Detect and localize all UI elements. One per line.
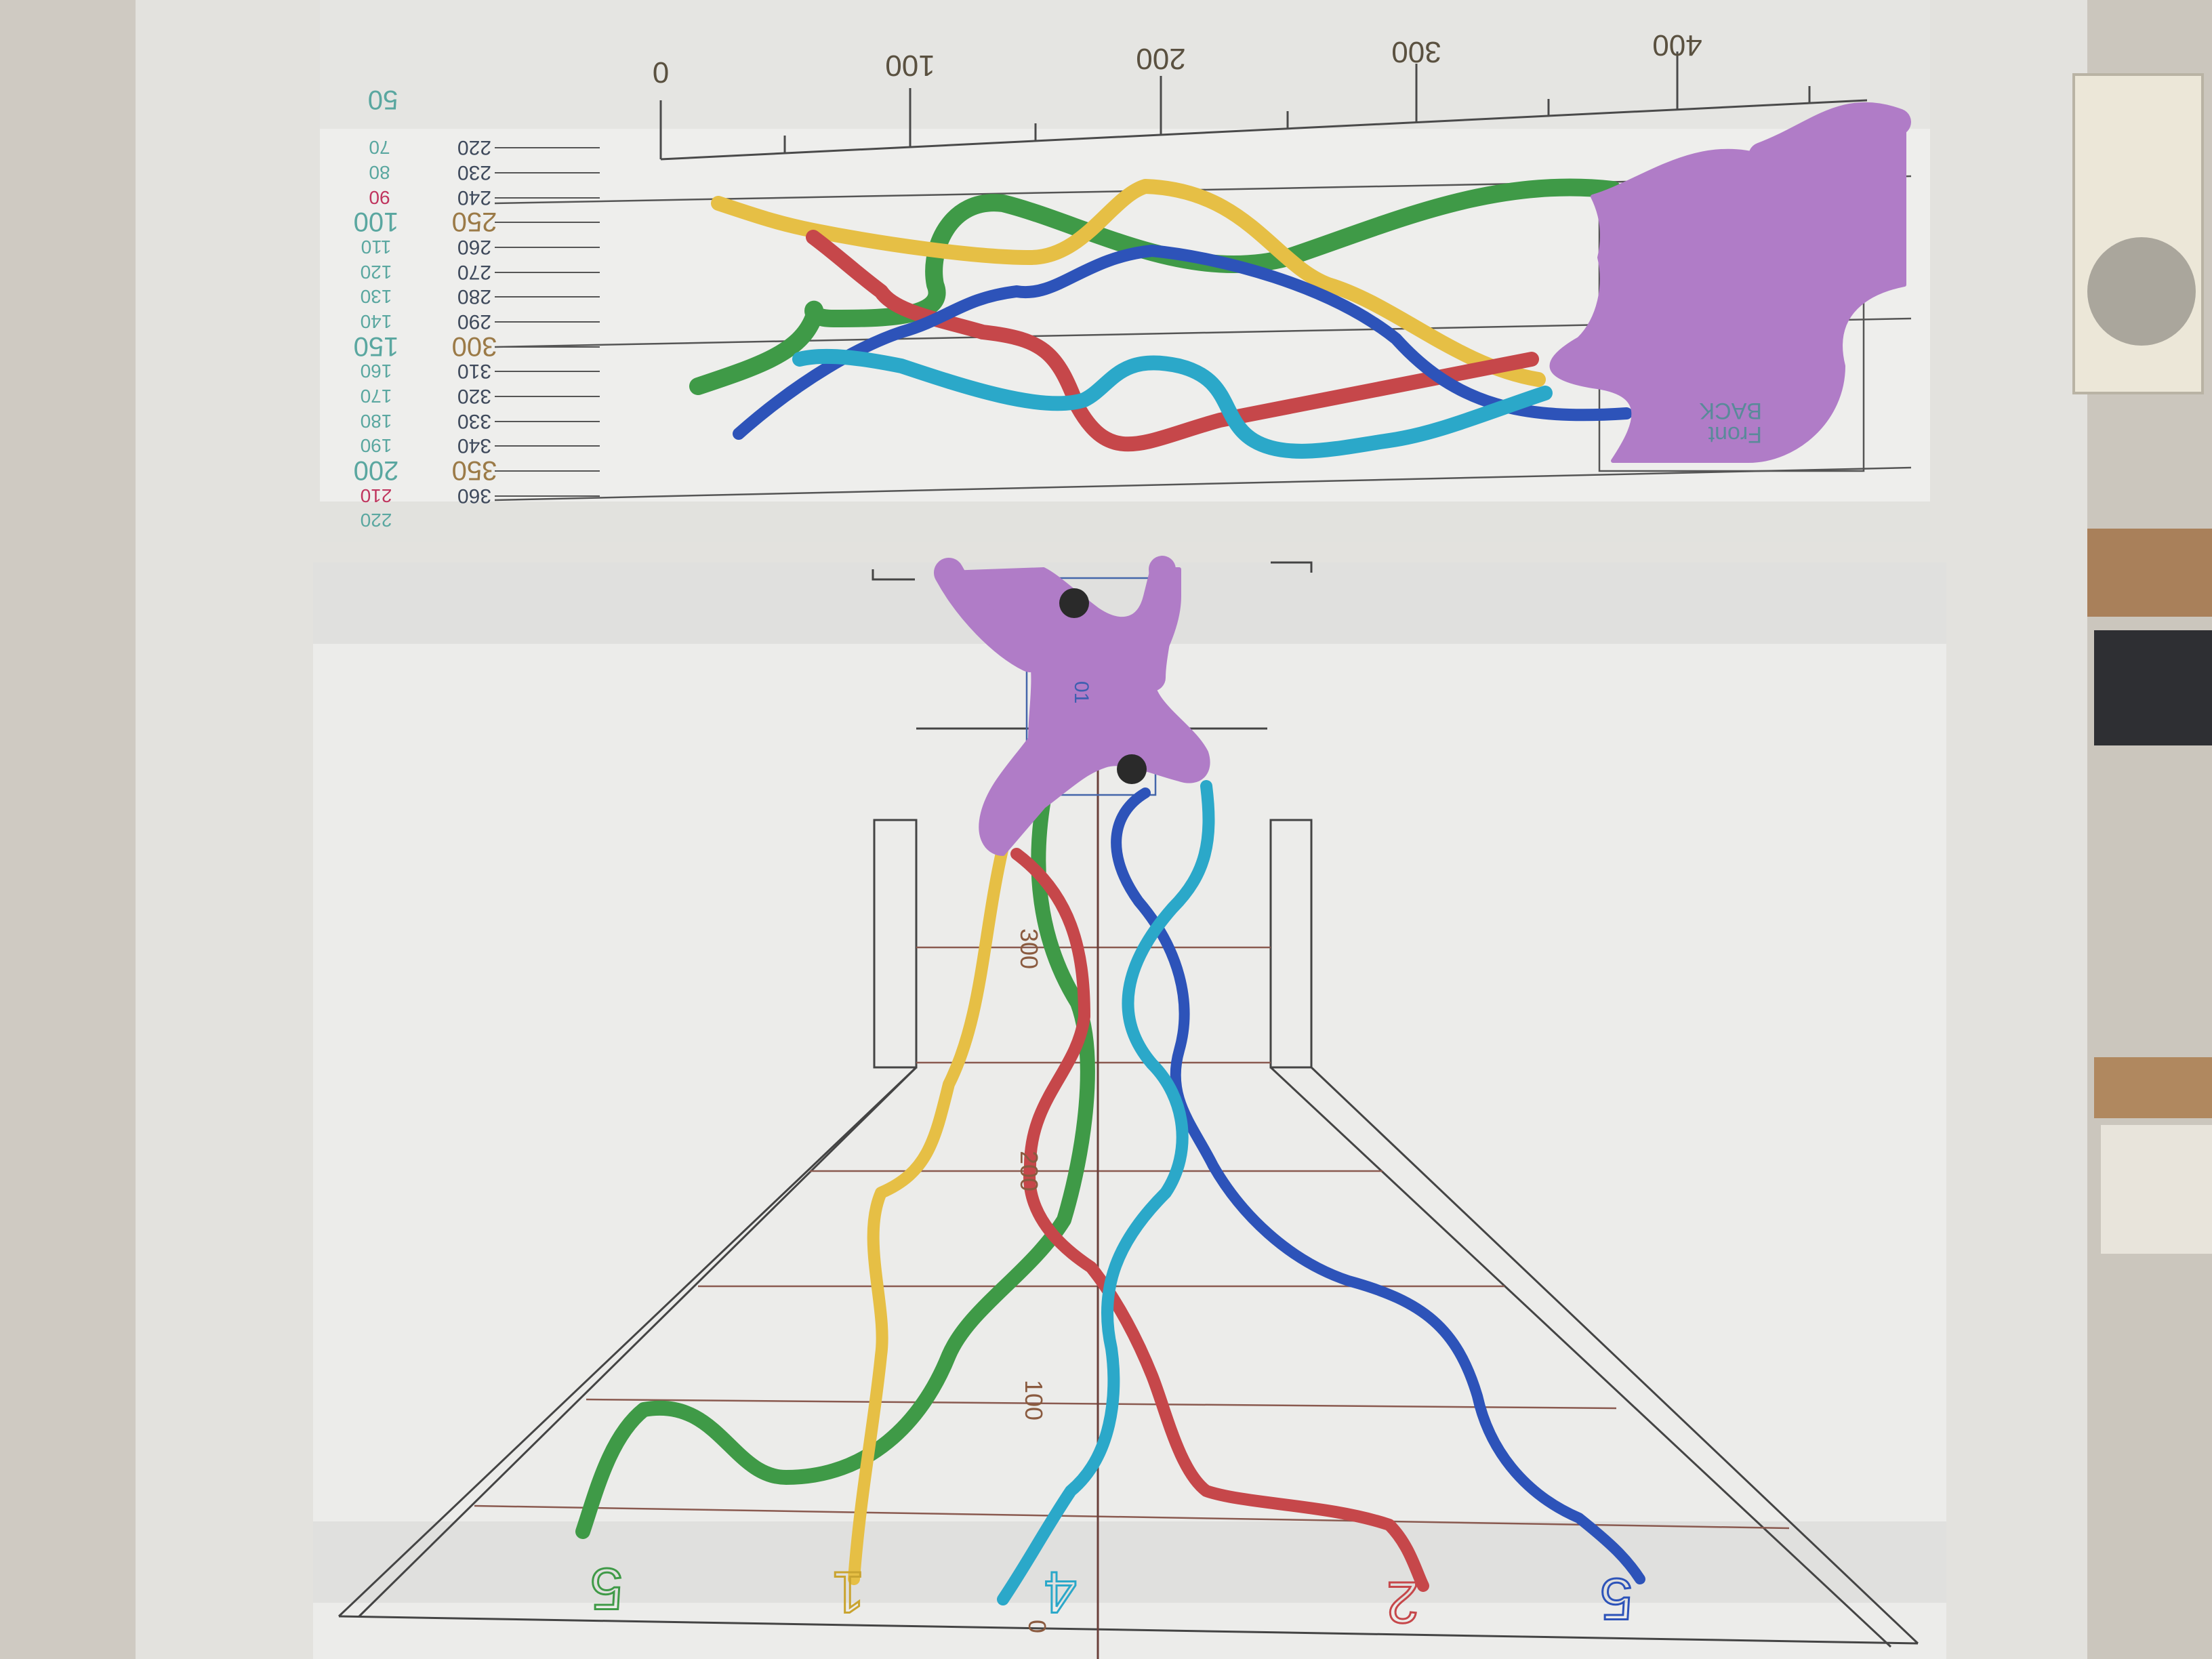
bottom-branch-cyan bbox=[997, 780, 1215, 1605]
height-170: 170 bbox=[361, 386, 392, 407]
top-x-tick-100: 100 bbox=[885, 49, 935, 82]
branch-number-cyan-4: 4 bbox=[1044, 1559, 1077, 1624]
height-220: 220 bbox=[361, 510, 392, 531]
corner-mark-right bbox=[1271, 561, 1313, 573]
height-100: 100 bbox=[354, 207, 399, 237]
depth-360: 360 bbox=[457, 485, 491, 507]
height-110: 110 bbox=[361, 237, 392, 258]
height-200: 200 bbox=[354, 455, 399, 485]
top-x-tick-300: 300 bbox=[1391, 35, 1441, 68]
bottom-axis-300: 300 bbox=[1015, 928, 1043, 969]
top-front-label: Front bbox=[1708, 422, 1762, 447]
bottom-soma-dendrite-right bbox=[1139, 556, 1176, 691]
depth-270: 270 bbox=[457, 261, 491, 283]
top-x-ticks bbox=[659, 52, 1811, 159]
height-80: 80 bbox=[369, 162, 390, 183]
depth-340: 340 bbox=[457, 434, 491, 457]
bottom-sheet-tape-bottom bbox=[313, 1521, 1946, 1603]
height-90: 90 bbox=[369, 187, 390, 208]
right-dark-device bbox=[2094, 630, 2212, 745]
depth-300: 300 bbox=[452, 331, 497, 361]
depth-320: 320 bbox=[457, 385, 491, 407]
soma-number-label: 01 bbox=[1070, 681, 1092, 703]
top-x-tick-200: 200 bbox=[1136, 42, 1185, 75]
depth-230: 230 bbox=[457, 161, 491, 184]
corner-mark-left bbox=[872, 569, 915, 581]
top-x-tick-400: 400 bbox=[1652, 28, 1702, 62]
top-branch-cyan bbox=[792, 348, 1553, 459]
top-branch-blue bbox=[733, 245, 1633, 440]
top-branch-green bbox=[689, 178, 1622, 395]
depth-290: 290 bbox=[457, 310, 491, 333]
bottom-axis-100: 100 bbox=[1020, 1380, 1048, 1420]
depth-330: 330 bbox=[457, 410, 491, 432]
depth-240: 240 bbox=[457, 186, 491, 209]
height-120: 120 bbox=[361, 262, 392, 283]
depth-280: 280 bbox=[457, 285, 491, 308]
branch-number-yellow-1: 1 bbox=[832, 1559, 865, 1624]
depth-310: 310 bbox=[457, 360, 491, 382]
bottom-neuron bbox=[575, 556, 1645, 1605]
top-x-axis bbox=[660, 99, 1868, 161]
height-180: 180 bbox=[361, 411, 392, 432]
soma-dot-1 bbox=[1059, 588, 1089, 618]
left-shadow bbox=[0, 0, 136, 1659]
right-shelf bbox=[2087, 529, 2212, 617]
branch-number-blue-5: 5 bbox=[1600, 1566, 1633, 1631]
branch-number-red-2: 2 bbox=[1387, 1570, 1419, 1635]
height-190: 190 bbox=[361, 435, 392, 456]
depth-350: 350 bbox=[452, 455, 497, 485]
bottom-axis-200: 200 bbox=[1015, 1151, 1043, 1191]
top-sheet: 0 100 200 300 400 bbox=[320, 0, 1930, 542]
right-device-lens bbox=[2087, 237, 2196, 346]
bottom-soma-dendrite-left bbox=[934, 558, 1045, 672]
bottom-sheet: 300 200 100 0 01 5 1 4 2 5 bbox=[313, 556, 1946, 1659]
right-shelf-2 bbox=[2094, 1057, 2212, 1118]
height-130: 130 bbox=[361, 286, 392, 307]
depth-250: 250 bbox=[452, 207, 497, 237]
height-210: 210 bbox=[361, 485, 392, 506]
top-depth-scale bbox=[495, 147, 600, 497]
bottom-branch-yellow bbox=[848, 841, 1009, 1585]
height-160: 160 bbox=[361, 361, 392, 382]
height-50: 50 bbox=[368, 85, 398, 115]
bottom-frame bbox=[337, 727, 1919, 1648]
top-sheet-tape bbox=[320, 0, 1930, 129]
height-140: 140 bbox=[361, 311, 392, 332]
depth-260: 260 bbox=[457, 236, 491, 258]
branch-number-green-5: 5 bbox=[590, 1556, 623, 1621]
top-sheet-edge bbox=[320, 501, 1930, 542]
height-150: 150 bbox=[354, 331, 399, 361]
soma-dot-2 bbox=[1117, 754, 1147, 784]
depth-220: 220 bbox=[457, 136, 491, 159]
height-70: 70 bbox=[369, 137, 390, 158]
right-device-bottom bbox=[2101, 1125, 2212, 1254]
top-x-tick-0: 0 bbox=[653, 56, 669, 89]
bottom-branch-green bbox=[575, 792, 1095, 1539]
bottom-axis-0: 0 bbox=[1023, 1620, 1051, 1633]
top-back-label: BACK bbox=[1699, 398, 1762, 424]
top-soma-dendrite bbox=[1748, 102, 1911, 169]
top-neuron bbox=[689, 102, 1911, 463]
